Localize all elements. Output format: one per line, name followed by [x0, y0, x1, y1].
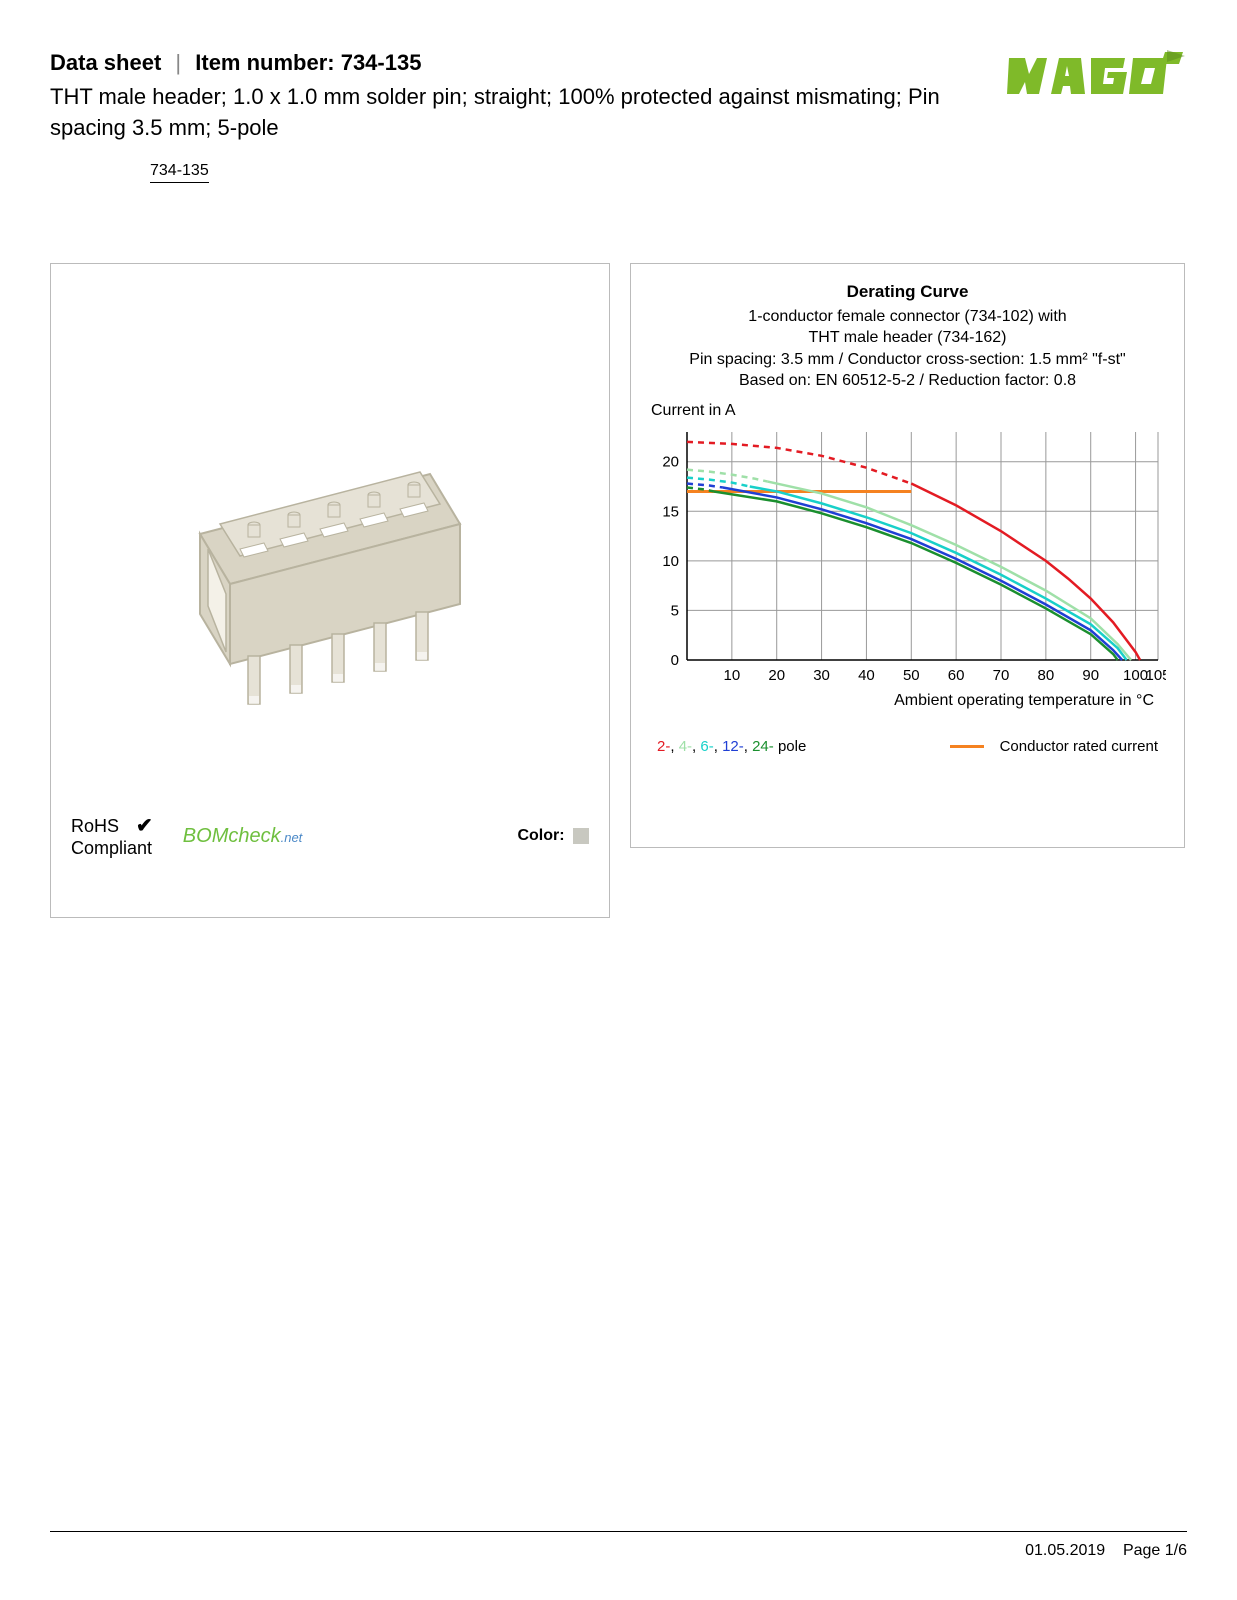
title-separator: |: [175, 50, 181, 75]
subtitle: THT male header; 1.0 x 1.0 mm solder pin…: [50, 82, 967, 144]
check-icon: ✔: [136, 815, 153, 837]
color-label: Color:: [517, 827, 564, 844]
svg-text:60: 60: [948, 667, 965, 684]
svg-text:10: 10: [662, 553, 679, 570]
legend-rated-line-icon: [950, 745, 984, 748]
svg-text:105: 105: [1145, 667, 1166, 684]
chart-sub2: THT male header (734-162): [808, 329, 1006, 346]
rohs-compliant: Compliant: [71, 838, 152, 858]
svg-text:20: 20: [662, 454, 679, 471]
bomcheck-badge: BOMcheck.net: [183, 825, 303, 848]
product-panel: RoHS ✔ Compliant BOMcheck.net Color:: [50, 263, 610, 918]
content-row: RoHS ✔ Compliant BOMcheck.net Color: Der…: [50, 263, 1187, 918]
svg-text:30: 30: [813, 667, 830, 684]
svg-text:50: 50: [903, 667, 920, 684]
footer-date: 01.05.2019: [1025, 1542, 1105, 1559]
footer-page: Page 1/6: [1123, 1542, 1187, 1559]
page-footer: 01.05.2019 Page 1/6: [50, 1531, 1187, 1560]
title-line: Data sheet | Item number: 734-135: [50, 50, 967, 76]
rohs-badge: RoHS ✔ Compliant: [71, 814, 153, 860]
wago-logo: [1007, 50, 1187, 110]
legend-rated-label: Conductor rated current: [1000, 738, 1158, 755]
header-text: Data sheet | Item number: 734-135 THT ma…: [50, 50, 1007, 183]
color-swatch: [573, 828, 589, 844]
chart-title: Derating Curve: [651, 282, 1164, 302]
compliance-row: RoHS ✔ Compliant BOMcheck.net Color:: [51, 804, 609, 890]
svg-text:40: 40: [858, 667, 875, 684]
y-axis-label: Current in A: [651, 402, 1164, 420]
svg-text:5: 5: [671, 602, 679, 619]
product-image: [51, 264, 609, 804]
datasheet-label: Data sheet: [50, 50, 161, 75]
svg-text:90: 90: [1082, 667, 1099, 684]
svg-text:20: 20: [768, 667, 785, 684]
svg-text:15: 15: [662, 503, 679, 520]
legend-poles: 2-, 4-, 6-, 12-, 24- pole: [657, 738, 806, 755]
x-axis-label: Ambient operating temperature in °C: [651, 692, 1164, 710]
svg-text:100: 100: [1123, 667, 1148, 684]
header: Data sheet | Item number: 734-135 THT ma…: [50, 50, 1187, 183]
color-label-wrap: Color:: [517, 827, 589, 845]
svg-text:10: 10: [724, 667, 741, 684]
chart-sub4: Based on: EN 60512-5-2 / Reduction facto…: [739, 372, 1076, 389]
item-number-label: Item number: 734-135: [195, 50, 421, 75]
svg-text:0: 0: [671, 652, 679, 669]
chart-panel: Derating Curve 1-conductor female connec…: [630, 263, 1185, 848]
rohs-text: RoHS: [71, 816, 119, 836]
chart-subtitle: 1-conductor female connector (734-102) w…: [651, 306, 1164, 392]
chart-sub3: Pin spacing: 3.5 mm / Conductor cross-se…: [689, 351, 1125, 368]
bomcheck-main: BOMcheck: [183, 825, 281, 847]
svg-text:70: 70: [993, 667, 1010, 684]
chart-legend: 2-, 4-, 6-, 12-, 24- pole Conductor rate…: [651, 738, 1164, 755]
item-link[interactable]: 734-135: [150, 162, 209, 183]
chart-sub1: 1-conductor female connector (734-102) w…: [748, 308, 1066, 325]
bomcheck-net: .net: [281, 830, 303, 845]
derating-chart: 5 10 15 20 0 10 20 30 40 50 60 70 80 90 100105: [651, 426, 1166, 686]
svg-text:80: 80: [1038, 667, 1055, 684]
